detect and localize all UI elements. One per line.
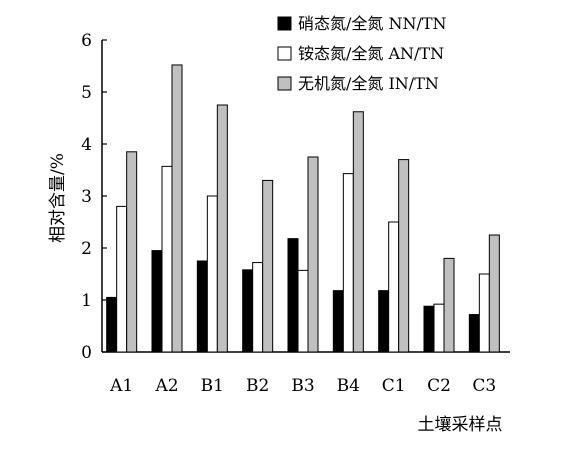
- legend: 硝态氮/全氮 NN/TN 铵态氮/全氮 AN/TN 无机氮/全氮 IN/TN: [277, 14, 447, 93]
- legend-label: 无机氮/全氮 IN/TN: [298, 74, 439, 93]
- bar: [478, 273, 490, 353]
- bar: [216, 104, 228, 353]
- x-tick-label: C3: [472, 376, 496, 396]
- bar: [206, 195, 218, 353]
- x-tick-label: A2: [154, 376, 178, 396]
- bar: [378, 290, 390, 353]
- bar: [297, 269, 309, 353]
- bar: [116, 205, 128, 353]
- bar: [126, 151, 138, 353]
- bar: [151, 250, 163, 353]
- legend-label: 硝态氮/全氮 NN/TN: [298, 14, 447, 33]
- bar: [342, 173, 354, 353]
- bar: [332, 290, 344, 353]
- bars: [106, 64, 500, 353]
- bar: [423, 305, 435, 353]
- y-tick-label: 6: [81, 31, 92, 51]
- y-tick-label: 3: [81, 187, 92, 207]
- x-tick-label: C1: [382, 376, 406, 396]
- bar: [161, 165, 173, 353]
- bar: [433, 303, 445, 353]
- bar: [443, 257, 455, 353]
- bar: [196, 260, 208, 353]
- bar: [307, 156, 319, 353]
- x-tick-label: C2: [427, 376, 451, 396]
- bar: [488, 234, 500, 353]
- legend-swatch: [277, 76, 292, 91]
- bar: [352, 111, 364, 353]
- bar: [468, 314, 480, 353]
- bar: [398, 159, 410, 353]
- x-tick-label: A1: [109, 376, 133, 396]
- y-axis-title: 相对含量/%: [48, 153, 68, 243]
- x-tick-label: B3: [291, 376, 314, 396]
- x-tick-label: B2: [246, 376, 269, 396]
- legend-label: 铵态氮/全氮 AN/TN: [298, 44, 444, 63]
- y-ticks: 0 1 2 3 4 5 6: [81, 31, 107, 363]
- y-tick-label: 0: [81, 343, 92, 363]
- legend-swatch: [277, 46, 292, 61]
- bar: [262, 179, 274, 353]
- bar: [287, 238, 299, 353]
- y-tick-label: 5: [81, 83, 92, 103]
- x-axis-title: 土壤采样点: [418, 414, 503, 435]
- y-tick-label: 4: [81, 135, 92, 155]
- y-tick-label: 1: [81, 291, 92, 311]
- bar: [242, 269, 254, 353]
- bar: [388, 221, 400, 353]
- x-tick-label: B4: [337, 376, 360, 396]
- bar: [252, 262, 264, 353]
- y-tick-label: 2: [81, 239, 92, 259]
- x-tick-labels: A1 A2 B1 B2 B3 B4 C1 C2 C3: [109, 376, 496, 396]
- x-tick-label: B1: [201, 376, 224, 396]
- legend-swatch: [277, 16, 292, 31]
- bar: [171, 64, 183, 353]
- bar: [106, 296, 118, 353]
